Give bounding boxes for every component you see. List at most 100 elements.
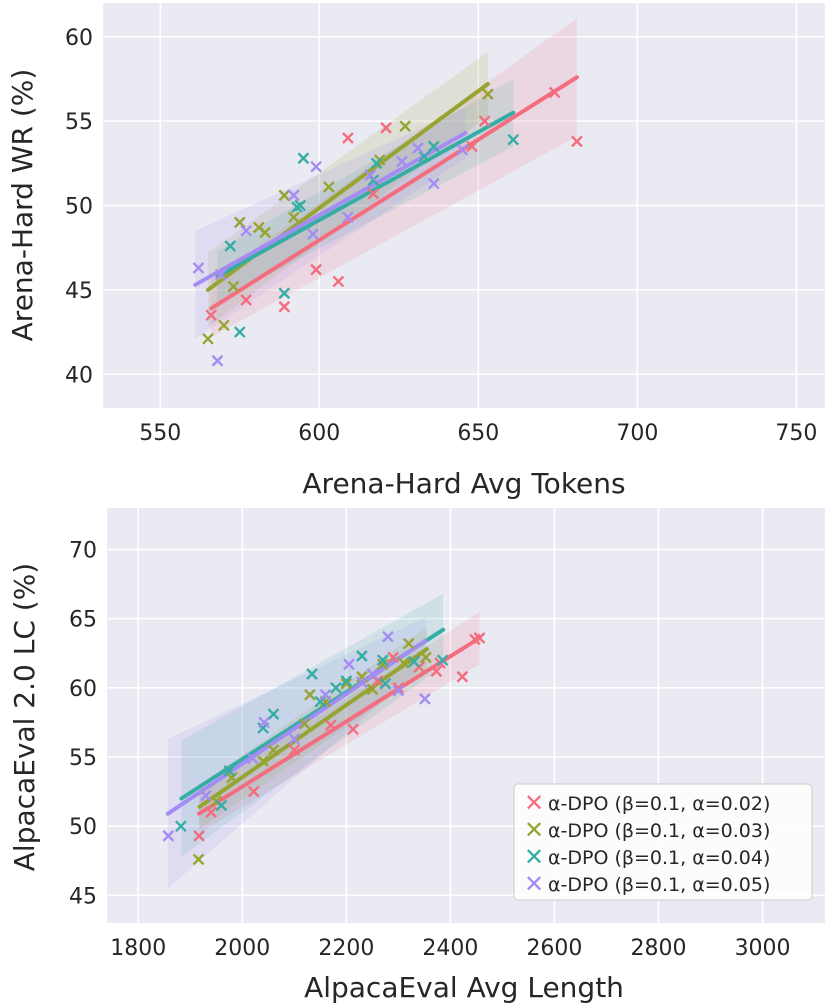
top-data-point-1 [259,226,272,239]
top-data-point-3 [396,155,408,168]
bottom-data-point-0 [456,670,469,683]
bottom-y-tick-label: 55 [69,746,97,771]
top-data-point-2 [233,326,246,338]
top-data-point-1 [218,319,230,332]
bottom-data-point-0 [205,806,217,819]
bottom-data-point-0 [247,785,260,798]
top-data-point-2 [418,150,431,163]
bottom-data-point-3 [366,668,379,680]
bottom-data-point-1 [257,755,269,767]
bottom-y-tick-label: 50 [69,815,97,840]
bottom-x-tick-label: 2600 [526,936,582,961]
bottom-data-point-1 [402,637,415,650]
bottom-data-point-3 [258,716,270,729]
top-data-point-3 [427,177,440,190]
legend-marker-alpha-003: ✕ [524,816,544,844]
top-data-point-2 [224,240,237,252]
top-data-point-1 [202,332,214,345]
top-data-point-0 [367,187,380,200]
bottom-x-tick-label: 2400 [422,936,478,961]
top-data-point-3 [214,268,227,281]
top-y-axis-title: Arena-Hard WR (%) [6,69,39,342]
bottom-data-point-2 [306,668,318,680]
top-regression-line-2 [215,110,516,279]
bottom-data-point-1 [420,651,432,664]
top-data-point-2 [291,201,303,214]
bottom-data-point-3 [419,693,431,705]
top-data-point-1 [399,120,412,133]
top-data-point-0 [571,135,583,148]
bottom-x-tick-label: 2000 [214,936,270,961]
bottom-data-point-1 [267,744,280,756]
top-chart-panel: 550 600 650 700 750 40 45 50 55 60 Arena-Hard Av… [6,3,825,500]
top-x-tick-label: 750 [775,421,817,446]
bottom-data-point-2 [330,681,342,694]
top-data-point-0 [342,132,354,144]
bottom-data-point-3 [319,688,332,701]
bottom-regression-line-3 [165,638,428,816]
legend-entry-alpha-004: ✕ α-DPO (β=0.1, α=0.04) [524,843,770,871]
legend-entry-alpha-002: ✕ α-DPO (β=0.1, α=0.02) [524,789,770,817]
legend-entry-alpha-003: ✕ α-DPO (β=0.1, α=0.03) [524,816,770,844]
top-data-point-0 [478,115,491,127]
top-data-point-2 [278,287,291,300]
top-data-point-3 [364,169,377,181]
legend: ✕ α-DPO (β=0.1, α=0.02) ✕ α-DPO (β=0.1, … [513,783,813,901]
bottom-data-point-3 [162,830,175,842]
top-data-point-0 [278,300,291,313]
bottom-data-point-1 [340,677,353,690]
bottom-data-point-2 [356,650,368,662]
top-data-point-3 [307,228,319,241]
bottom-data-point-1 [304,688,316,701]
top-data-point-1 [287,211,300,224]
bottom-x-tick-label: 1800 [110,936,166,961]
top-y-tick-label: 60 [65,26,93,51]
top-y-tick-label: 40 [65,363,93,388]
top-data-point-3 [287,189,300,202]
bottom-data-point-3 [392,684,405,697]
top-data-point-3 [192,262,205,274]
top-x-axis-title: Arena-Hard Avg Tokens [302,467,625,500]
top-confidence-band-1 [207,51,488,327]
bottom-data-point-1 [298,717,311,730]
legend-marker-alpha-005: ✕ [524,870,544,898]
bottom-data-point-0 [193,830,205,842]
bottom-data-point-2 [408,655,420,668]
bottom-y-tick-label: 45 [69,884,97,909]
bottom-data-point-2 [314,695,327,708]
bottom-x-tick-label: 3000 [735,936,791,961]
bottom-y-tick-label: 65 [69,608,97,633]
bottom-data-point-0 [392,681,405,694]
legend-label-alpha-002: α-DPO (β=0.1, α=0.02) [548,793,770,815]
bottom-data-point-1 [226,771,238,784]
top-data-point-2 [370,157,383,170]
top-data-point-3 [456,143,469,156]
legend-marker-alpha-002: ✕ [524,789,544,817]
bottom-data-point-2 [175,820,187,833]
top-data-point-3 [211,354,224,367]
bottom-data-point-1 [376,658,389,671]
bottom-confidence-band-0 [199,611,480,834]
top-data-point-1 [482,88,494,100]
bottom-data-point-0 [371,675,384,687]
bottom-data-point-3 [288,733,301,745]
bottom-data-point-3 [356,676,368,689]
top-data-point-0 [240,294,252,306]
top-data-point-1 [278,189,291,202]
top-data-point-0 [548,86,561,99]
bottom-data-point-3 [200,789,212,802]
top-regression-line-0 [209,75,579,311]
top-x-tick-label: 550 [139,421,181,446]
top-data-point-0 [205,309,217,322]
top-data-point-0 [380,122,392,134]
bottom-data-point-2 [340,675,353,687]
bottom-regression-line-1 [197,647,429,809]
bottom-data-point-3 [246,752,259,765]
bottom-y-axis-title: AlpacaEval 2.0 LC (%) [8,563,41,871]
bottom-x-axis-title: AlpacaEval Avg Length [304,971,624,1004]
legend-label-alpha-003: α-DPO (β=0.1, α=0.03) [548,820,770,842]
top-data-point-0 [310,263,322,276]
bottom-data-point-2 [215,799,228,812]
top-x-tick-label: 600 [298,421,340,446]
top-data-point-3 [412,142,424,154]
